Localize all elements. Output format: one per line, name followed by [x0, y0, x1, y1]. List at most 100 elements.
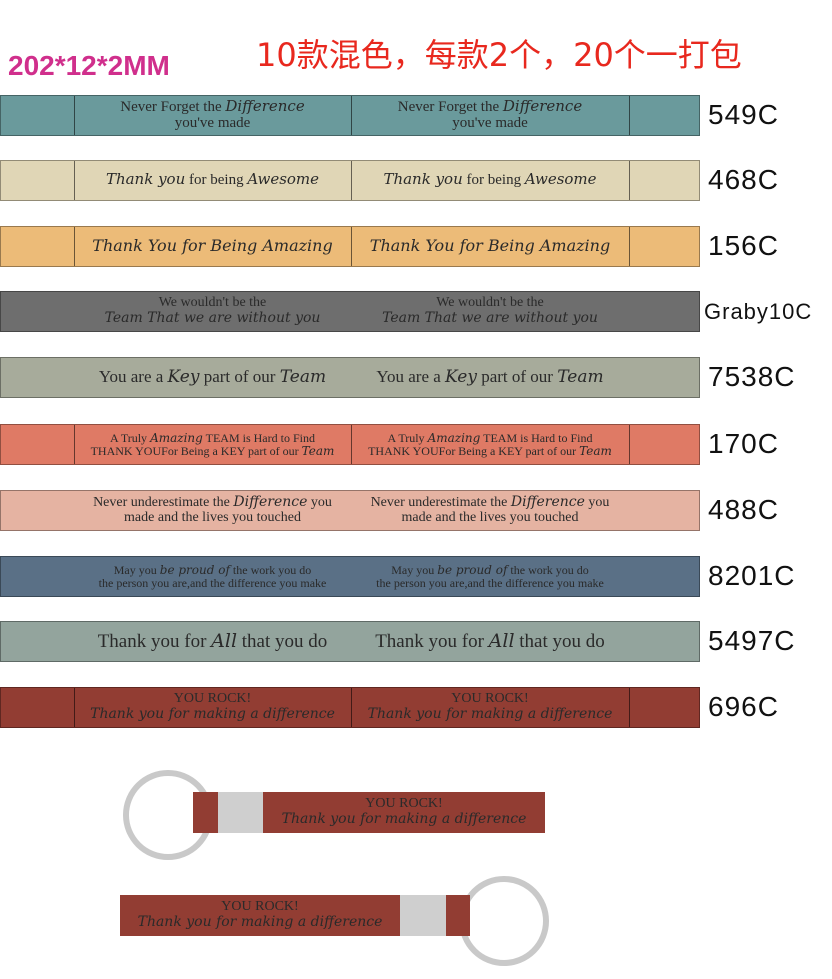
- strip-text: May you be proud of the work you do the p…: [74, 557, 351, 596]
- text-line: Team That we are without you: [382, 311, 598, 327]
- divider: [351, 688, 352, 727]
- strip-text: Never underestimate the Difference you ma…: [351, 491, 629, 530]
- strip-text: Never underestimate the Difference you ma…: [74, 491, 351, 530]
- strip-text: Thank you for All that you do: [74, 622, 351, 661]
- divider: [74, 161, 75, 200]
- keychain-strap: YOU ROCK! Thank you for making a differen…: [120, 895, 470, 936]
- divider: [629, 227, 630, 266]
- text-line: Never underestimate the Difference you: [371, 495, 610, 511]
- strip-text: You are a Key part of our Team: [74, 358, 351, 397]
- text: the person you are,and the difference yo…: [98, 575, 327, 590]
- color-code: 549C: [708, 99, 779, 130]
- script-text: Thank you: [105, 170, 186, 189]
- text: for being: [185, 172, 248, 189]
- script-text: Difference: [502, 97, 583, 116]
- strip-text: We wouldn't be the Team That we are witho…: [351, 292, 629, 331]
- color-code: 468C: [708, 164, 779, 195]
- divider: [629, 688, 630, 727]
- text-line: Thank you for making a difference: [368, 707, 613, 723]
- color-code: 5497C: [708, 625, 796, 656]
- text: May you: [391, 562, 438, 577]
- strip-text: A Truly Amazing TEAM is Hard to Find THAN…: [351, 425, 629, 464]
- text-line: Never Forget the Difference: [397, 97, 583, 116]
- strip-text: Never Forget the Difference you've made: [74, 96, 351, 135]
- text-line: We wouldn't be the: [436, 295, 544, 311]
- script-text: Thank you for making a difference: [281, 811, 527, 827]
- text-line: the person you are,and the difference yo…: [98, 575, 327, 590]
- script-text: Team: [557, 367, 604, 388]
- text-line: Thank you for making a difference: [282, 812, 527, 828]
- text: part of our: [199, 367, 280, 387]
- text-line: YOU ROCK!: [221, 899, 299, 915]
- text-line: You are a Key part of our Team: [99, 368, 326, 387]
- text-line: We wouldn't be the: [158, 295, 267, 311]
- text-line: THANK YOUFor Being a KEY part of our Tea…: [91, 443, 335, 458]
- text: YOU ROCK!: [365, 796, 443, 812]
- script-text: Thank you for making a difference: [367, 706, 613, 722]
- bracelet-strip: Never underestimate the Difference you ma…: [0, 490, 700, 531]
- color-code: 156C: [708, 230, 779, 261]
- divider: [74, 96, 75, 135]
- text: Never Forget the: [397, 99, 503, 116]
- text: Thank you for: [97, 630, 212, 652]
- strip-text: We wouldn't be the Team That we are witho…: [74, 292, 351, 331]
- strip-text: Thank you for being Awesome: [74, 161, 351, 200]
- script-text: Team: [301, 443, 335, 458]
- text-line: A Truly Amazing TEAM is Hard to Find: [388, 432, 593, 445]
- bracelet-strip: Thank You for Being Amazing Thank You for…: [0, 226, 700, 267]
- text: We wouldn't be the: [158, 295, 267, 311]
- text: Never underestimate the: [93, 495, 234, 511]
- divider: [351, 161, 352, 200]
- text-line: YOU ROCK!: [365, 796, 443, 812]
- color-code: 488C: [708, 494, 779, 525]
- bracelet-strip: May you be proud of the work you do the p…: [0, 556, 700, 597]
- text-line: YOU ROCK!: [451, 691, 529, 707]
- divider: [74, 227, 75, 266]
- script-text: All: [211, 629, 238, 652]
- script-text: Difference: [233, 494, 308, 511]
- packing-note: 10款混色，每款2个，20个一打包: [256, 36, 742, 74]
- text: that you do: [237, 630, 328, 652]
- text: TEAM is Hard to Find: [480, 430, 593, 445]
- key-ring: [459, 876, 549, 966]
- text: YOU ROCK!: [221, 899, 299, 915]
- color-code: 7538C: [708, 361, 796, 392]
- script-text: Awesome: [524, 170, 597, 189]
- text: made and the lives you touched: [401, 510, 579, 525]
- text: the person you are,and the difference yo…: [376, 575, 604, 590]
- text-line: you've made: [452, 115, 528, 132]
- script-text: Amazing: [427, 430, 481, 445]
- strip-text: May you be proud of the work you do the p…: [351, 557, 629, 596]
- script-text: Thank You for Being Amazing: [369, 235, 611, 255]
- color-code: Graby10C: [704, 299, 813, 324]
- script-text: Team: [579, 443, 612, 458]
- divider: [629, 425, 630, 464]
- text: THANK YOUFor Being a KEY part of our: [368, 443, 580, 458]
- text: TEAM is Hard to Find: [202, 430, 315, 445]
- keychain-text: YOU ROCK! Thank you for making a differen…: [263, 792, 545, 833]
- text: YOU ROCK!: [451, 691, 529, 707]
- text: May you: [113, 562, 160, 577]
- dimension-label: 202*12*2MM: [8, 50, 170, 81]
- bracelet-strip: A Truly Amazing TEAM is Hard to Find THAN…: [0, 424, 700, 465]
- text-line: Never underestimate the Difference you: [93, 495, 332, 511]
- script-text: All: [488, 629, 515, 652]
- text-line: Thank you for being Awesome: [105, 170, 319, 189]
- text-line: you've made: [175, 115, 251, 132]
- text: that you do: [514, 630, 605, 652]
- text-line: THANK YOUFor Being a KEY part of our Tea…: [368, 443, 612, 458]
- text-line: May you be proud of the work you do: [391, 564, 588, 577]
- script-text: Thank you: [383, 170, 463, 189]
- text-line: Thank You for Being Amazing: [92, 237, 332, 256]
- bracelet-strip: Never Forget the Difference you've made Ne…: [0, 95, 700, 136]
- text: you've made: [452, 115, 528, 131]
- bracelet-strip: You are a Key part of our Team You are a …: [0, 357, 700, 398]
- text: Never Forget the: [120, 99, 226, 116]
- text: for being: [462, 172, 525, 189]
- keychain-text: YOU ROCK! Thank you for making a differen…: [120, 895, 400, 936]
- strip-text: A Truly Amazing TEAM is Hard to Find THAN…: [74, 425, 351, 464]
- script-text: Team That we are without you: [382, 310, 598, 326]
- text-line: May you be proud of the work you do: [114, 564, 311, 577]
- text-line: Thank you for making a difference: [90, 707, 335, 723]
- script-text: Key: [167, 367, 200, 388]
